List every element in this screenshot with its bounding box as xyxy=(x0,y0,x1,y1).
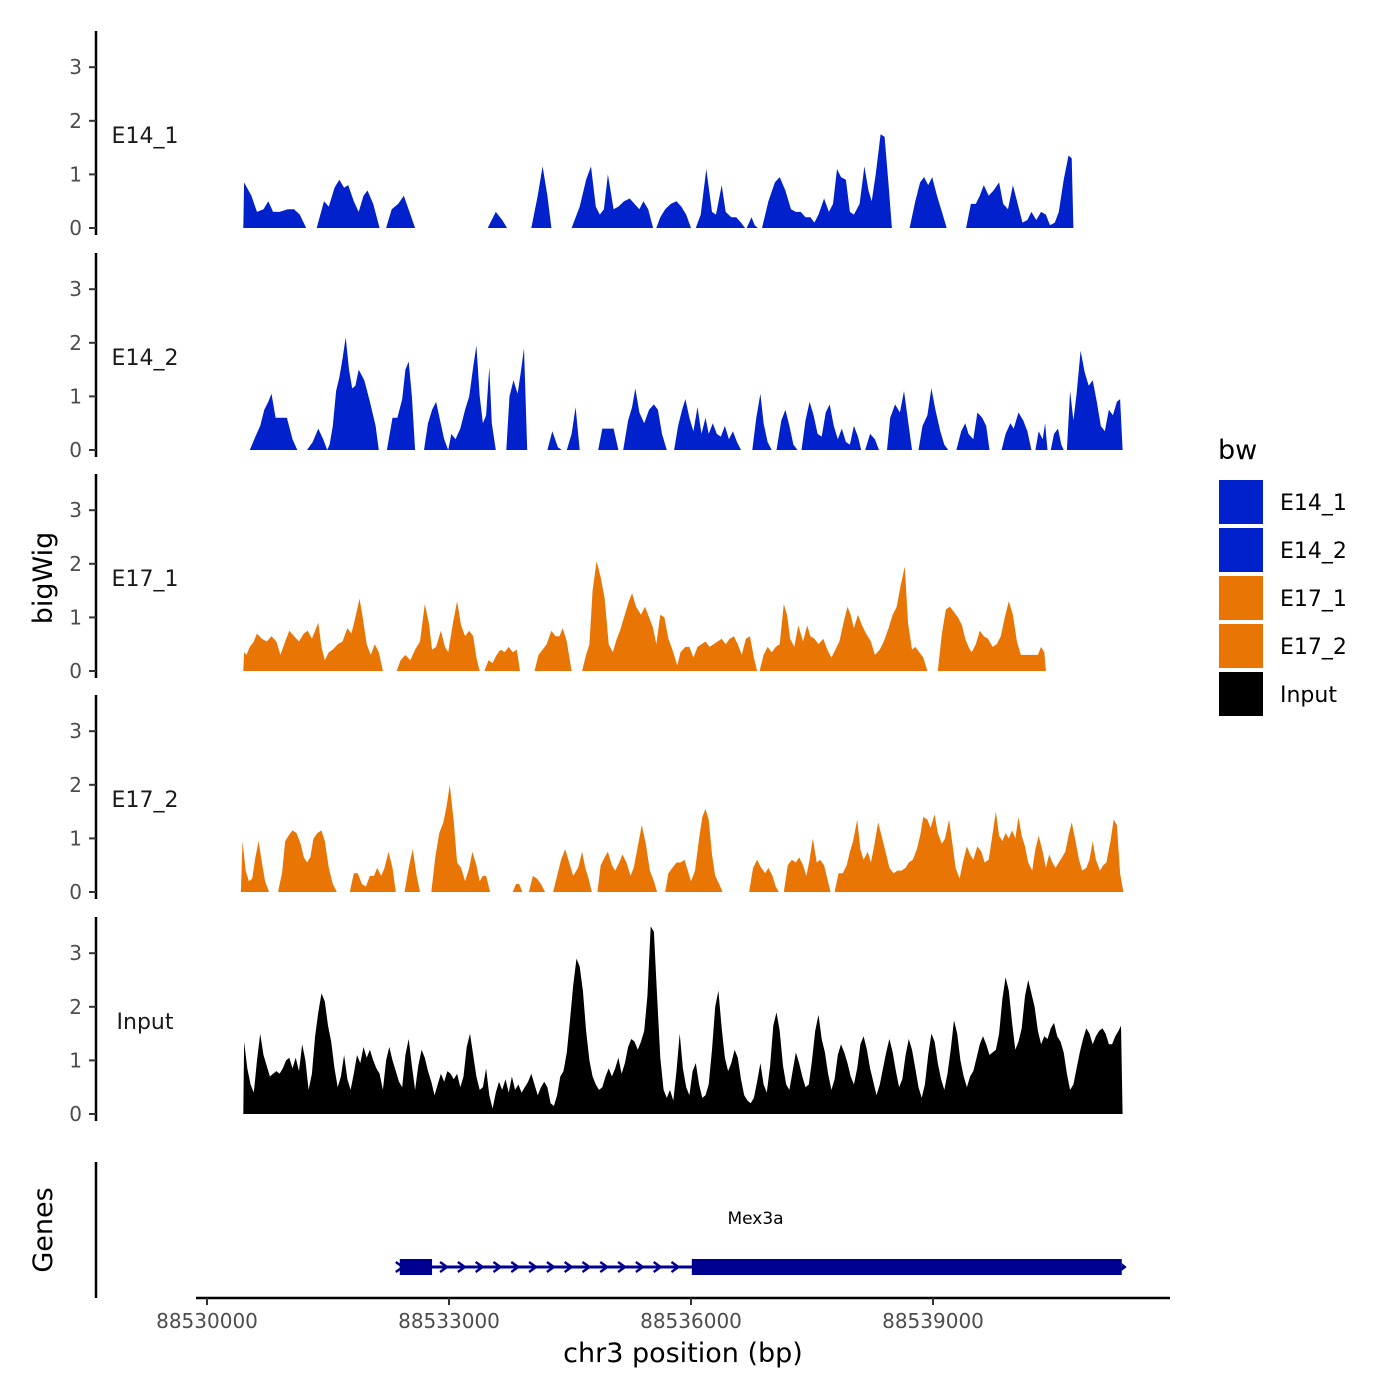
y-tick-label: 1 xyxy=(69,162,82,186)
strand-arrow xyxy=(563,1261,574,1273)
gene-label: Mex3a xyxy=(727,1209,783,1229)
signal-tracks: 0 1 2 3 E14_1 0 1 2 3 E14_2 0 1 2 3 E17_1 0 1 2 3 E17_2 0 1 2 3… xyxy=(69,31,1126,1126)
y-tick-label: 0 xyxy=(69,438,82,462)
track-e17-2: 0 1 2 3 E17_2 xyxy=(69,695,1124,904)
x-axis-title: chr3 position (bp) xyxy=(563,1338,803,1369)
y-tick-label: 2 xyxy=(69,995,82,1019)
y-tick-label: 0 xyxy=(69,216,82,240)
y-tick-label: 1 xyxy=(69,1048,82,1072)
legend-label: E14_2 xyxy=(1280,539,1347,564)
y-tick-label: 3 xyxy=(69,55,82,79)
signal-area-input xyxy=(243,926,1123,1114)
x-axis: 88530000 88533000 88536000 88539000 chr3 po… xyxy=(156,1296,1170,1369)
x-tick-label: 88530000 xyxy=(156,1309,258,1333)
legend-key-e17-1 xyxy=(1219,576,1263,620)
track-label: E14_1 xyxy=(112,124,179,149)
strand-arrow xyxy=(474,1261,485,1273)
gene-exon xyxy=(399,1259,433,1275)
gene-exon xyxy=(691,1259,1122,1275)
track-e17-1: 0 1 2 3 E17_1 xyxy=(69,474,1046,683)
y-tick-label: 3 xyxy=(69,277,82,301)
signal-area-e14-1 xyxy=(243,134,1074,228)
legend-key-input xyxy=(1219,672,1263,716)
y-tick-label: 2 xyxy=(69,773,82,797)
legend-key-e14-1 xyxy=(1219,480,1263,524)
strand-arrow xyxy=(546,1261,556,1273)
legend-label: E14_1 xyxy=(1280,491,1347,516)
y-axis-title: bigWig xyxy=(28,532,59,625)
y-tick-label: 0 xyxy=(69,880,82,904)
y-tick-label: 0 xyxy=(69,659,82,683)
gene-model xyxy=(395,1259,1127,1275)
signal-area-e17-2 xyxy=(240,784,1124,892)
track-label: E17_1 xyxy=(112,567,179,592)
y-tick-label: 1 xyxy=(69,826,82,850)
strand-arrow xyxy=(599,1261,610,1273)
x-tick-label: 88536000 xyxy=(640,1309,742,1333)
y-tick-label: 1 xyxy=(69,605,82,629)
strand-arrow xyxy=(510,1261,521,1273)
y-tick-label: 3 xyxy=(69,498,82,522)
y-tick-label: 2 xyxy=(69,552,82,576)
strand-arrow xyxy=(635,1261,645,1273)
legend-label: E17_2 xyxy=(1280,635,1347,660)
track-e14-1: 0 1 2 3 E14_1 xyxy=(69,31,1074,240)
signal-area-e14-2 xyxy=(249,337,1126,450)
genes-panel: Genes Mex3a xyxy=(28,1162,1127,1298)
gene-end-arrow xyxy=(1121,1263,1127,1271)
strand-arrow xyxy=(617,1261,628,1273)
y-tick-label: 2 xyxy=(69,109,82,133)
legend-label: Input xyxy=(1280,683,1337,708)
strand-arrow xyxy=(528,1261,539,1273)
track-label: Input xyxy=(117,1010,174,1035)
genes-axis-title: Genes xyxy=(28,1187,59,1272)
strand-arrow xyxy=(581,1261,592,1273)
y-tick-label: 3 xyxy=(69,941,82,965)
strand-arrow xyxy=(457,1261,467,1273)
y-tick-label: 3 xyxy=(69,719,82,743)
track-input: 0 1 2 3 Input xyxy=(69,917,1123,1126)
strand-arrow xyxy=(492,1261,503,1273)
track-label: E14_2 xyxy=(112,346,179,371)
y-tick-label: 1 xyxy=(69,384,82,408)
strand-arrow xyxy=(670,1261,681,1273)
y-tick-label: 0 xyxy=(69,1102,82,1126)
legend-title: bw xyxy=(1218,435,1257,466)
strand-arrow xyxy=(439,1261,450,1273)
track-label: E17_2 xyxy=(112,788,179,813)
track-e14-2: 0 1 2 3 E14_2 xyxy=(69,253,1126,462)
x-tick-label: 88533000 xyxy=(398,1309,500,1333)
legend-key-e14-2 xyxy=(1219,528,1263,572)
y-tick-label: 2 xyxy=(69,331,82,355)
legend-label: E17_1 xyxy=(1280,587,1347,612)
signal-area-e17-1 xyxy=(243,561,1046,671)
x-tick-label: 88539000 xyxy=(882,1309,984,1333)
legend: bw E14_1 E14_2 E17_1 E17_2 Input xyxy=(1218,435,1347,716)
strand-arrow xyxy=(652,1261,663,1273)
legend-key-e17-2 xyxy=(1219,624,1263,668)
